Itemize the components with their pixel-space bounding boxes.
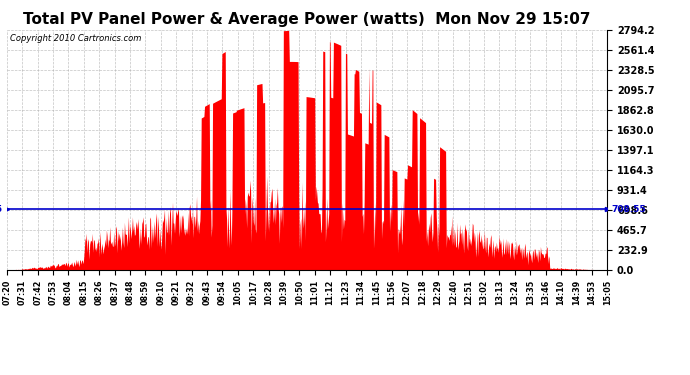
Text: †708.55: †708.55 xyxy=(0,205,3,214)
Title: Total PV Panel Power & Average Power (watts)  Mon Nov 29 15:07: Total PV Panel Power & Average Power (wa… xyxy=(23,12,591,27)
Text: 708.55: 708.55 xyxy=(611,205,646,214)
Text: Copyright 2010 Cartronics.com: Copyright 2010 Cartronics.com xyxy=(10,34,141,43)
